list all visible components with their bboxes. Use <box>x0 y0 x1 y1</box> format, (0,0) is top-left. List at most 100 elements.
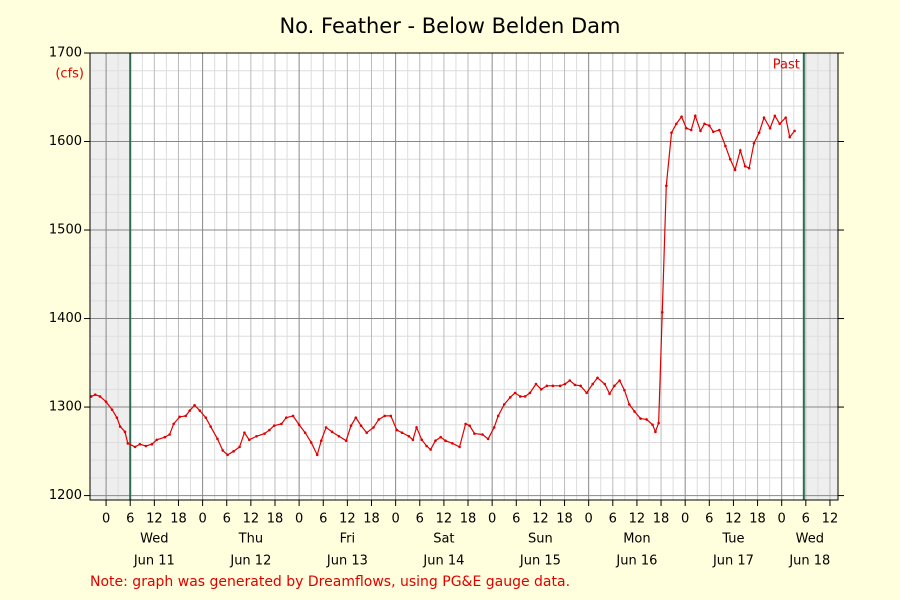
flow-point <box>383 414 387 418</box>
flow-point <box>284 416 288 419</box>
flow-point <box>645 418 648 421</box>
flow-point <box>365 431 368 435</box>
date-label: Jun 13 <box>326 554 368 569</box>
day-label: Wed <box>796 532 824 547</box>
flow-point <box>98 395 102 398</box>
flow-point <box>263 432 266 435</box>
flow-point <box>133 445 137 449</box>
flow-point <box>309 441 313 444</box>
x-tick-label: 0 <box>585 512 593 527</box>
flow-point <box>551 384 555 388</box>
y-tick-label: 1400 <box>49 311 82 326</box>
x-tick-label: 18 <box>460 512 477 527</box>
flow-point <box>757 131 761 134</box>
flow-point <box>319 439 323 442</box>
flow-point <box>168 433 171 436</box>
flow-point <box>359 424 363 427</box>
flow-point <box>486 437 490 441</box>
flow-point <box>743 164 747 168</box>
flow-point <box>138 442 142 446</box>
flow-point <box>502 403 506 406</box>
flow-point <box>407 434 411 438</box>
x-tick-label: 12 <box>243 512 260 527</box>
x-tick-label: 12 <box>822 512 839 527</box>
flow-point <box>693 114 697 118</box>
flow-point <box>247 438 251 442</box>
flow-point <box>724 144 727 148</box>
day-label: Fri <box>340 532 356 547</box>
date-label: Jun 15 <box>519 554 561 569</box>
flow-point <box>623 388 626 392</box>
x-tick-label: 12 <box>725 512 742 527</box>
flow-point <box>539 388 543 391</box>
flow-point <box>372 426 375 429</box>
flow-point <box>778 122 781 126</box>
flow-point <box>243 431 246 435</box>
flow-point <box>558 384 562 388</box>
y-tick-label: 1300 <box>49 400 82 415</box>
x-tick-label: 12 <box>146 512 163 527</box>
flow-point <box>608 392 611 396</box>
x-tick-label: 6 <box>705 512 713 527</box>
day-label: Wed <box>140 532 168 547</box>
x-tick-label: 0 <box>681 512 689 527</box>
x-tick-label: 18 <box>267 512 284 527</box>
x-tick-label: 6 <box>126 512 134 527</box>
x-tick-label: 0 <box>198 512 206 527</box>
flow-point <box>473 432 476 435</box>
flow-point <box>492 426 496 429</box>
flow-point <box>255 434 258 438</box>
flow-point <box>784 116 788 119</box>
x-tick-label: 18 <box>556 512 573 527</box>
flow-point <box>144 444 148 448</box>
flow-point <box>411 438 415 442</box>
flow-point <box>434 439 437 442</box>
flow-point <box>793 129 796 133</box>
y-tick-label: 1200 <box>49 488 82 503</box>
flow-point <box>272 424 276 427</box>
flow-point <box>344 439 348 442</box>
day-label: Thu <box>238 532 263 547</box>
flow-point <box>232 450 235 453</box>
flow-point <box>354 416 358 419</box>
flow-point <box>664 184 668 188</box>
flow-point <box>573 383 577 387</box>
flow-point <box>400 431 404 435</box>
flow-point <box>439 435 442 439</box>
flow-point <box>708 124 711 127</box>
day-label: Tue <box>721 532 744 547</box>
x-tick-label: 6 <box>223 512 231 527</box>
flow-point <box>155 438 159 442</box>
flow-point <box>618 379 621 382</box>
flow-point <box>639 417 642 420</box>
flow-point <box>204 416 208 419</box>
flow-point <box>660 311 664 314</box>
date-label: Jun 18 <box>788 554 830 569</box>
flow-point <box>451 442 454 445</box>
flow-point <box>768 126 772 130</box>
x-tick-label: 0 <box>778 512 786 527</box>
date-label: Jun 12 <box>229 554 271 569</box>
x-tick-label: 0 <box>102 512 110 527</box>
flow-point <box>458 445 461 449</box>
flow-point <box>337 434 341 438</box>
flow-point <box>93 393 97 396</box>
flow-point <box>712 130 715 134</box>
flow-point <box>172 422 175 426</box>
y-tick-label: 1500 <box>49 223 82 238</box>
flow-point <box>675 122 678 126</box>
flow-point <box>699 129 702 133</box>
flow-point <box>193 403 196 407</box>
flow-point <box>221 449 225 452</box>
note: Note: graph was generated by Dreamflows,… <box>90 574 570 590</box>
date-label: Jun 17 <box>712 554 754 569</box>
flow-point <box>226 453 229 457</box>
flow-point <box>613 384 616 388</box>
y-tick-label: 1600 <box>49 134 82 149</box>
flow-point <box>752 141 756 145</box>
flow-point <box>591 382 594 386</box>
flow-point <box>415 426 418 429</box>
flow-point <box>481 433 484 436</box>
day-label: Sat <box>433 532 454 547</box>
